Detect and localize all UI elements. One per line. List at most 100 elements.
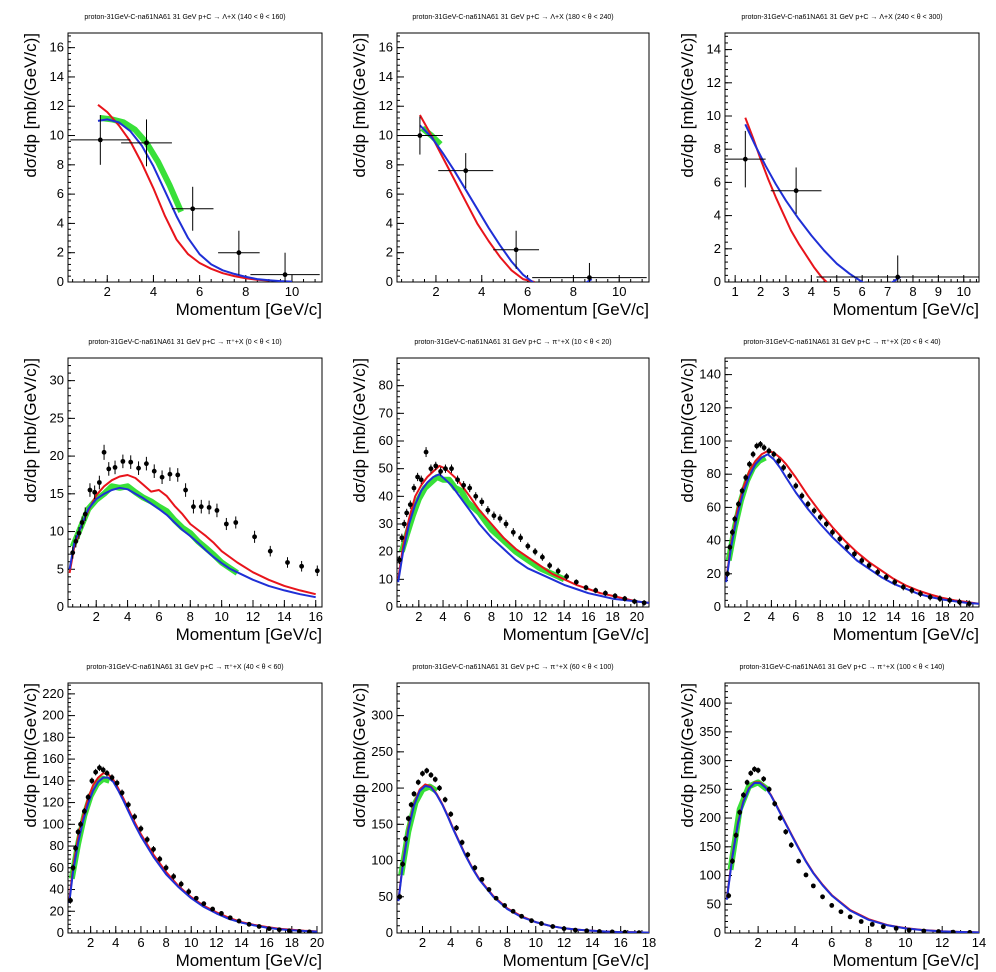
data-point bbox=[191, 499, 196, 514]
y-tick-label: 14 bbox=[707, 42, 721, 57]
data-point bbox=[777, 815, 783, 821]
chart-title: proton-31GeV-C-na61NA61 31 GeV p+C → π⁺+… bbox=[86, 664, 283, 671]
x-tick-label: 18 bbox=[935, 609, 949, 624]
data-point bbox=[246, 921, 252, 927]
data-point bbox=[415, 779, 421, 786]
data-point bbox=[875, 568, 881, 576]
plot-frame bbox=[724, 357, 980, 608]
data-point bbox=[397, 555, 402, 565]
series-line-red bbox=[419, 114, 535, 282]
x-tick-label: 8 bbox=[162, 935, 169, 950]
data-point bbox=[461, 481, 467, 490]
y-tick-label: 4 bbox=[714, 208, 721, 223]
y-axis-label: dσ/dp [mb/(GeV/c)] bbox=[678, 358, 697, 503]
series-line-blue bbox=[725, 453, 979, 605]
chart-panel-9: proton-31GeV-C-na61NA61 31 GeV p+C → π⁺+… bbox=[678, 664, 986, 970]
data-point bbox=[743, 474, 749, 481]
y-tick-label: 220 bbox=[42, 686, 64, 701]
data-point bbox=[900, 583, 906, 591]
data-point bbox=[622, 929, 628, 933]
data-point bbox=[859, 557, 865, 564]
y-tick-label: 10 bbox=[379, 128, 393, 143]
data-point bbox=[770, 167, 822, 214]
data-point bbox=[755, 767, 761, 774]
data-point bbox=[754, 442, 760, 450]
data-point bbox=[121, 119, 172, 167]
data-point bbox=[917, 590, 923, 598]
data-point bbox=[151, 846, 156, 853]
x-axis-label: Momentum [GeV/c] bbox=[833, 625, 979, 644]
x-tick-label: 16 bbox=[911, 609, 925, 624]
x-tick-label: 6 bbox=[859, 284, 866, 299]
data-point bbox=[737, 809, 743, 816]
data-point bbox=[820, 894, 825, 900]
chart-panel-1: proton-31GeV-C-na61NA61 31 GeV p+C → Λ+X… bbox=[21, 14, 323, 319]
y-tick-label: 300 bbox=[371, 708, 393, 723]
y-axis-label: dσ/dp [mb/(GeV/c)] bbox=[678, 33, 697, 178]
data-point bbox=[233, 516, 239, 529]
y-tick-label: 10 bbox=[50, 524, 64, 539]
data-point bbox=[883, 573, 889, 581]
data-point bbox=[93, 768, 99, 776]
y-tick-label: 40 bbox=[707, 533, 721, 548]
data-point bbox=[583, 584, 589, 591]
data-point bbox=[539, 921, 544, 926]
y-tick-label: 140 bbox=[699, 367, 721, 382]
data-point bbox=[547, 562, 553, 569]
chart-title: proton-31GeV-C-na61NA61 31 GeV p+C → π⁺+… bbox=[414, 339, 611, 346]
data-point bbox=[936, 929, 941, 933]
data-point bbox=[157, 855, 163, 863]
data-point bbox=[285, 557, 290, 568]
data-point bbox=[584, 928, 590, 933]
y-axis-label: dσ/dp [mb/(GeV/c)] bbox=[350, 33, 369, 178]
data-point bbox=[771, 450, 777, 458]
y-tick-label: 400 bbox=[699, 695, 721, 710]
data-point bbox=[448, 811, 454, 818]
series-line-red bbox=[725, 450, 979, 605]
data-point bbox=[112, 460, 118, 475]
y-tick-label: 12 bbox=[707, 75, 721, 90]
data-point bbox=[433, 461, 439, 471]
y-tick-label: 50 bbox=[379, 461, 393, 476]
data-point bbox=[726, 892, 732, 899]
y-tick-label: 100 bbox=[42, 816, 64, 831]
y-tick-label: 0 bbox=[714, 599, 721, 614]
x-tick-label: 2 bbox=[419, 935, 426, 950]
y-tick-label: 5 bbox=[57, 561, 64, 576]
x-tick-label: 2 bbox=[755, 935, 762, 950]
data-point bbox=[781, 464, 787, 471]
y-tick-label: 150 bbox=[371, 816, 393, 831]
data-point bbox=[739, 487, 745, 495]
data-point bbox=[532, 548, 538, 556]
x-tick-label: 10 bbox=[184, 935, 198, 950]
data-point bbox=[171, 186, 214, 231]
data-point bbox=[125, 801, 131, 808]
data-point bbox=[407, 500, 413, 509]
data-point bbox=[866, 562, 872, 569]
data-point bbox=[564, 573, 570, 580]
data-point bbox=[473, 492, 479, 501]
data-point bbox=[729, 858, 735, 865]
chart-title: proton-31GeV-C-na61NA61 31 GeV p+C → Λ+X… bbox=[412, 14, 613, 21]
data-point bbox=[766, 786, 772, 793]
data-point bbox=[744, 779, 750, 786]
data-point bbox=[837, 535, 843, 543]
y-tick-label: 0 bbox=[57, 599, 64, 614]
data-point bbox=[223, 517, 229, 531]
y-tick-label: 200 bbox=[371, 780, 393, 795]
x-tick-label: 2 bbox=[743, 609, 750, 624]
x-tick-label: 4 bbox=[447, 935, 454, 950]
data-point bbox=[493, 230, 540, 269]
data-point bbox=[632, 598, 637, 605]
data-point bbox=[267, 545, 273, 557]
data-point bbox=[906, 927, 912, 933]
data-point bbox=[748, 770, 754, 777]
data-point bbox=[114, 779, 120, 787]
data-point bbox=[178, 880, 184, 888]
y-tick-label: 16 bbox=[50, 40, 64, 55]
x-tick-label: 6 bbox=[524, 284, 531, 299]
data-point bbox=[85, 793, 91, 801]
x-tick-label: 8 bbox=[488, 609, 495, 624]
data-point bbox=[438, 153, 494, 189]
plot-frame bbox=[67, 357, 323, 608]
